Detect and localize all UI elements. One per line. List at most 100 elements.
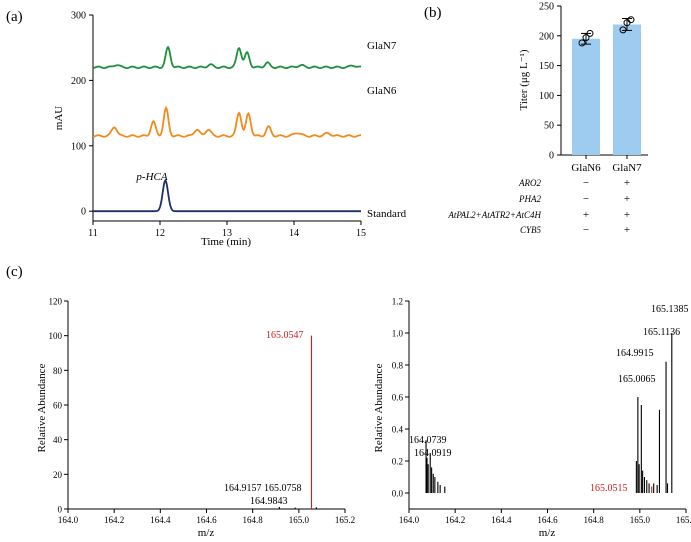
ms-left-ticks: 164.0 164.2 164.4 164.6 164.8 165.0 165.2 0 20 40…: [49, 297, 356, 526]
ms-right-x-tick-label: 164.4: [491, 515, 512, 525]
trace-glan6: [92, 106, 362, 138]
ms-left-label-pair: 164.9157 165.0758: [224, 483, 302, 494]
ms-left-y-tick-label: 40: [53, 435, 63, 445]
ms-right-label-1136: 165.1136: [643, 327, 680, 338]
titer-y-tick-label: 200: [539, 31, 554, 42]
chromatogram-x-tick-label: 15: [356, 228, 366, 239]
ms-right-x-label: m/z: [539, 527, 556, 539]
chromatogram-x-tick-label: 14: [289, 228, 299, 239]
titer-bar-glan7: [613, 24, 641, 156]
titer-replicate-point: [578, 39, 586, 47]
gene-row-label: AtPAL2+AtATR2+AtC4H: [447, 210, 541, 220]
ms-left-y-label: Relative Abundance: [36, 363, 48, 452]
gene-mark: −: [583, 177, 589, 189]
ms-right-label-0515: 165.0515: [590, 483, 628, 494]
ms-right-y-tick-label: 0.0: [392, 489, 404, 499]
gene-mark: +: [624, 209, 630, 221]
ms-right-x-tick-label: 164.6: [537, 515, 558, 525]
panel-c-left: (c) Relative Abundance 164.0 164.2 164.4 16…: [6, 264, 355, 539]
ms-left-x-tick-label: 164.8: [243, 515, 264, 525]
ms-left-y-tick-label: 120: [49, 297, 63, 307]
ms-left-y-tick-label: 0: [58, 505, 63, 515]
titer-bar-glan6: [572, 38, 600, 155]
gene-table: ARO2 − + PHA2 − + AtPAL2+AtATR2+AtC4H + + CYB5 − +: [447, 177, 630, 236]
ms-right-label-0739: 164.0739: [409, 435, 447, 446]
gene-mark: +: [624, 193, 630, 205]
chromatogram-x-tick-label: 13: [222, 228, 232, 239]
ms-left-label-minor: 164.9843: [250, 496, 288, 507]
titer-y-tick-label: 150: [539, 61, 554, 72]
chromatogram-y-tick-label: 0: [81, 207, 86, 218]
trace-standard: [93, 178, 361, 213]
ms-left-x-tick-label: 164.4: [150, 515, 171, 525]
ms-left-y-tick-label: 80: [53, 366, 63, 376]
gene-mark: −: [583, 193, 589, 205]
titer-replicate-point: [619, 26, 627, 34]
legend-glan6: GlaN6: [367, 85, 397, 97]
ms-right-y-tick-label: 0.6: [392, 393, 404, 403]
panel-b: (b) Titer (μg L⁻¹) 0 50 100 150 200 250 GlaN6…: [424, 2, 648, 236]
ms-right-label-0065: 165.0065: [618, 374, 656, 385]
chromatogram-y-tick-label: 100: [71, 141, 86, 152]
titer-y-tick-label: 250: [539, 2, 554, 13]
ms-left-y-tick-label: 100: [49, 331, 63, 341]
gene-row-label: PHA2: [518, 194, 541, 204]
ms-right-y-label: Relative Abundance: [373, 363, 385, 452]
chromatogram-x-tick-label: 12: [155, 228, 165, 239]
ms-left-y-tick-label: 20: [53, 470, 63, 480]
ms-right-x-tick-label: 164.0: [399, 515, 420, 525]
ms-right-ticks: 164.0 164.2 164.4 164.6 164.8 165.0 165.2 0.0 0.…: [392, 297, 691, 526]
gene-row-label: ARO2: [518, 178, 541, 188]
ms-right-label-0919: 164.0919: [414, 448, 452, 459]
ms-right-y-tick-label: 1.0: [392, 329, 404, 339]
ms-right-y-tick-label: 0.2: [392, 457, 403, 467]
chromatogram-x-label: Time (min): [201, 236, 251, 248]
titer-replicate-point: [627, 16, 635, 24]
titer-y-tick-label: 0: [549, 151, 554, 162]
ms-right-x-tick-label: 164.8: [584, 515, 605, 525]
chromatogram-y-tick-label: 300: [71, 11, 86, 22]
titer-y-tick-label: 100: [539, 91, 554, 102]
chromatogram-ticks: 11 12 13 14 15 0 100 200 300: [71, 11, 366, 240]
peak-annotation-phca: p-HCA: [135, 171, 167, 183]
ms-right-x-tick-label: 165.0: [630, 515, 651, 525]
ms-right-peaks: [425, 333, 673, 493]
legend-standard: Standard: [367, 208, 407, 220]
ms-right-y-tick-label: 0.4: [392, 425, 404, 435]
ms-left-x-tick-label: 165.2: [335, 515, 355, 525]
gene-mark: −: [583, 224, 589, 236]
titer-replicate-point: [586, 29, 594, 37]
ms-left-peaks: [278, 335, 317, 509]
titer-ticks: 0 50 100 150 200 250: [539, 2, 561, 162]
chromatogram-y-tick-label: 200: [71, 76, 86, 87]
ms-left-x-tick-label: 164.0: [58, 515, 79, 525]
panel-c-right: Relative Abundance 164.0 164.2 164.4 164.6 1…: [373, 297, 691, 540]
titer-replicate-point: [582, 34, 590, 42]
ms-right-label-1385: 165.1385: [651, 304, 689, 315]
titer-category-label: GlaN6: [571, 162, 601, 174]
gene-mark: +: [624, 224, 630, 236]
ms-left-label-main: 165.0547: [266, 330, 304, 341]
ms-right-y-tick-label: 1.2: [392, 297, 403, 307]
ms-left-x-tick-label: 165.0: [289, 515, 310, 525]
ms-right-x-tick-label: 164.2: [445, 515, 465, 525]
panel-label-a: (a): [6, 9, 23, 25]
titer-bars: GlaN6 GlaN7: [571, 16, 642, 174]
chromatogram-y-label: mAU: [53, 106, 65, 131]
gene-mark: +: [624, 177, 630, 189]
panel-label-c: (c): [6, 264, 23, 280]
ms-right-x-tick-label: 165.2: [676, 515, 691, 525]
titer-y-label: Titer (μg L⁻¹): [518, 49, 530, 110]
ms-left-y-tick-label: 60: [53, 401, 63, 411]
titer-category-label: GlaN7: [612, 162, 642, 174]
ms-left-x-tick-label: 164.6: [196, 515, 217, 525]
gene-mark: +: [583, 209, 589, 221]
chromatogram-x-tick-label: 11: [88, 228, 98, 239]
trace-glan7: [92, 45, 362, 70]
legend-glan7: GlaN7: [367, 40, 397, 52]
gene-row-label: CYB5: [520, 225, 542, 235]
chromatogram-traces: [92, 45, 362, 213]
chromatogram-axes: [92, 15, 361, 222]
